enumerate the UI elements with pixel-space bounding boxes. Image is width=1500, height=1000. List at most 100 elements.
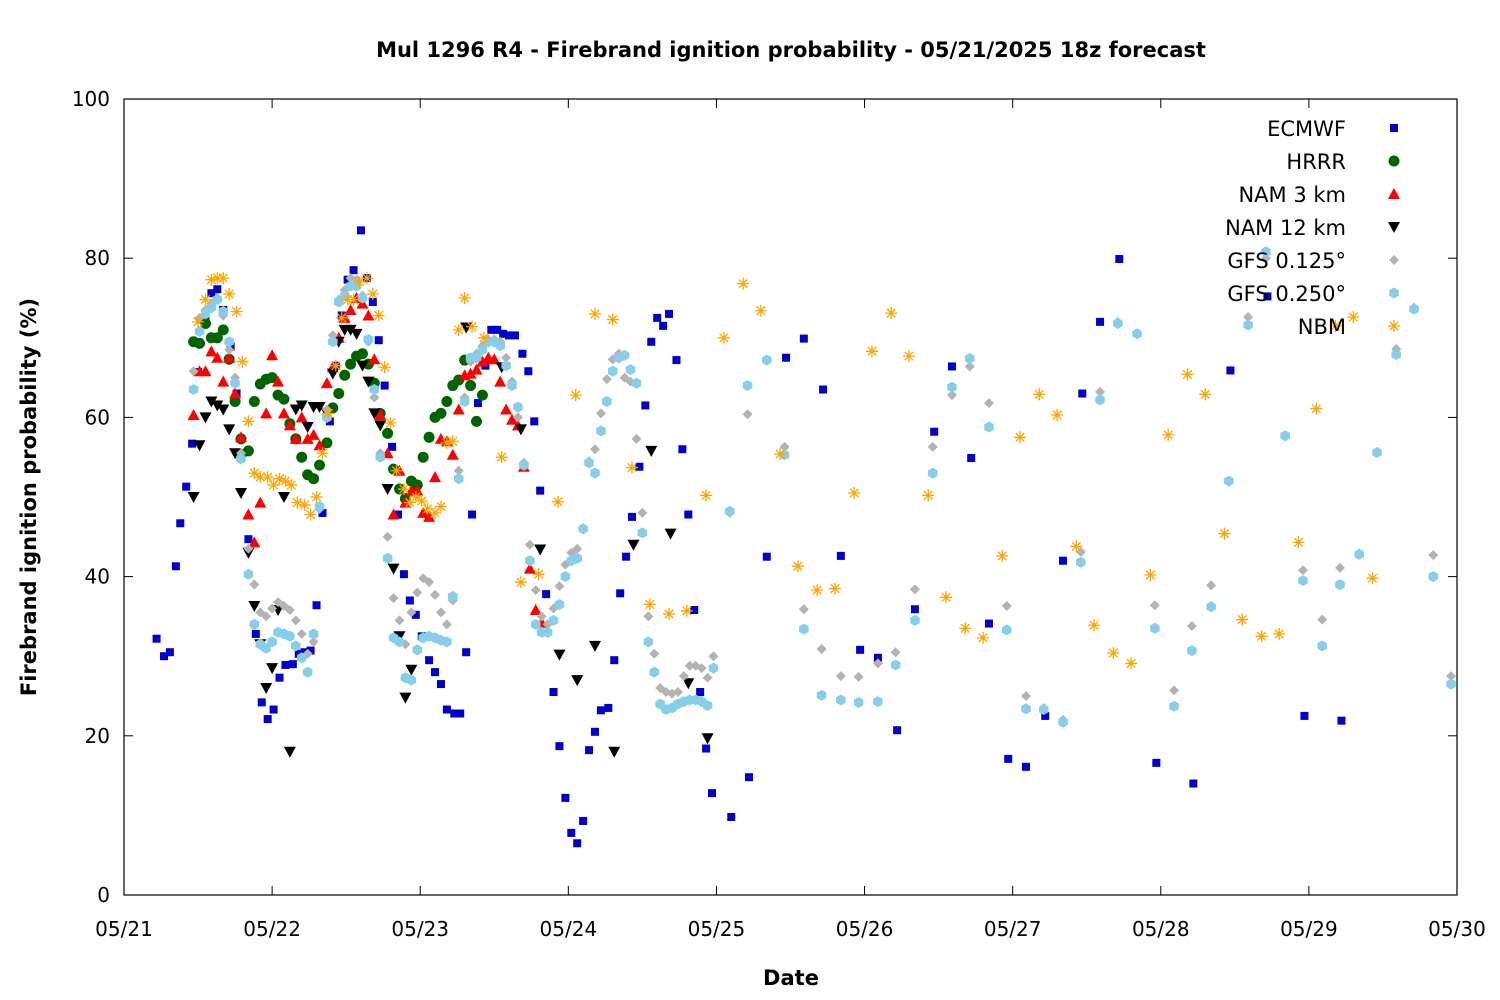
data-point [549,688,558,697]
data-point [363,333,374,345]
data-point [362,309,375,321]
data-point [816,689,827,701]
data-point [182,482,191,491]
data-point [200,308,211,320]
data-point [152,634,161,643]
data-point [585,746,594,755]
series-ecmwf [152,226,1346,848]
data-point [910,605,919,614]
data-point [1446,678,1456,690]
data-point [243,543,254,554]
data-point [206,302,217,314]
data-point [665,309,674,318]
legend-marker [1388,188,1400,199]
data-point [297,652,307,664]
data-point [344,303,357,315]
data-point [476,355,489,367]
data-point [248,601,261,613]
data-point [193,440,206,452]
data-point [1391,349,1401,360]
data-point [298,498,311,511]
data-point [762,552,771,561]
data-point [619,349,630,361]
data-point [506,413,519,425]
data-point [774,448,787,461]
data-point [263,715,272,724]
data-point [243,568,254,580]
x-tick-label: 05/30 [1428,917,1486,941]
data-point [610,656,619,665]
data-point [1335,579,1345,591]
data-point [267,603,278,614]
data-point [275,673,284,682]
data-point [927,467,938,479]
data-point [779,441,790,452]
y-tick-label: 0 [97,883,110,907]
data-point [285,479,298,492]
data-point [637,507,648,518]
data-point [356,226,365,235]
data-point [1280,430,1290,442]
data-point [199,365,212,377]
data-point [1446,671,1457,682]
data-point [922,489,935,502]
data-point [248,467,261,480]
data-point [690,606,699,615]
data-point [909,584,920,595]
data-point [399,692,412,704]
y-axis: 0 20 40 60 80 100 [72,87,1457,907]
data-point [910,614,920,626]
data-point [267,636,277,648]
data-point [382,552,393,564]
data-point [350,328,363,340]
data-point [717,331,730,344]
data-point [224,336,234,348]
data-point [578,523,588,535]
data-point [1004,754,1013,763]
data-point [269,705,278,714]
data-point [217,272,230,285]
data-point [608,365,618,377]
data-point [229,387,242,399]
data-point [588,307,601,320]
data-point [702,744,711,753]
data-point [368,297,377,306]
data-point [643,598,656,611]
data-point [312,601,321,610]
data-point [314,501,325,513]
data-point [885,307,898,320]
data-point [604,703,613,712]
data-point [369,392,380,403]
chart-title: Mul 1296 R4 - Firebrand ignition probabi… [376,38,1206,62]
data-point [217,324,229,336]
data-point [308,473,320,485]
y-axis-label: Firebrand ignition probability (%) [17,298,41,696]
data-point [272,375,285,387]
data-point [873,696,883,708]
data-point [572,543,583,554]
data-point [435,407,447,419]
data-point [1144,569,1157,582]
data-point [244,535,253,544]
data-point [278,393,290,405]
data-point [306,646,315,655]
data-point [304,508,317,521]
legend-label: HRRR [1286,150,1346,174]
data-point [326,368,339,380]
data-point [1243,312,1254,323]
data-point [487,325,496,334]
data-point [1001,601,1012,612]
data-point [762,354,772,366]
data-point [1334,562,1345,573]
data-point [494,375,507,387]
data-point [745,773,754,782]
x-tick-label: 05/29 [1280,917,1338,941]
legend-marker [1389,287,1399,299]
data-point [405,596,414,605]
data-point [415,494,428,507]
data-point [1298,575,1308,587]
series-gfs-0-250- [188,246,1456,728]
data-point [248,536,261,548]
data-point [411,610,420,619]
data-point [165,648,174,657]
